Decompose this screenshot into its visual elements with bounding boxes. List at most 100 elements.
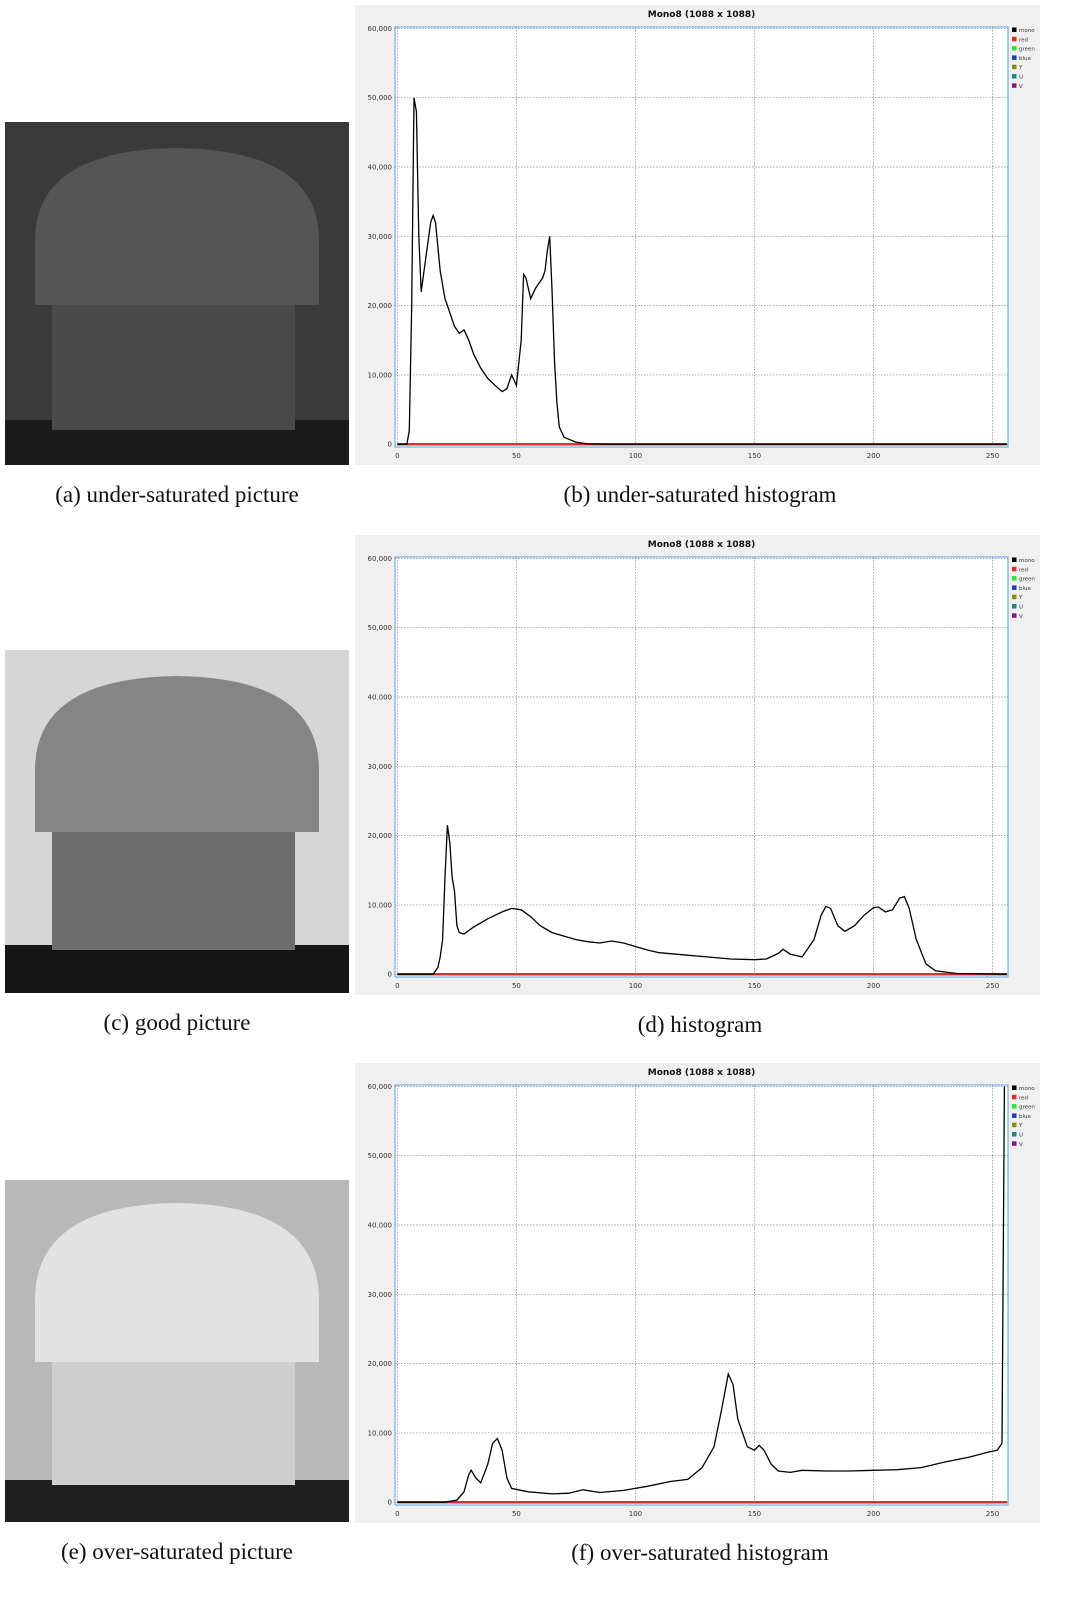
legend-swatch xyxy=(1012,74,1017,79)
legend-swatch xyxy=(1012,1104,1017,1109)
legend-swatch xyxy=(1012,1085,1017,1090)
legend-label: Y xyxy=(1018,1123,1023,1129)
histogram-line xyxy=(397,825,1007,975)
y-tick-label: 10,000 xyxy=(368,371,393,379)
y-tick-label: 0 xyxy=(388,441,392,449)
legend-swatch xyxy=(1012,1141,1017,1146)
legend-label: Y xyxy=(1018,595,1023,601)
legend-label: V xyxy=(1019,614,1023,620)
y-tick-label: 40,000 xyxy=(368,1222,393,1230)
histogram-line xyxy=(397,1086,1006,1503)
chart-title: Mono8 (1088 x 1088) xyxy=(648,1068,756,1078)
legend-swatch xyxy=(1012,566,1017,572)
picture-a xyxy=(5,122,349,465)
x-tick-label: 0 xyxy=(395,1510,399,1518)
legend-label: V xyxy=(1019,1142,1023,1148)
chart-title: Mono8 (1088 x 1088) xyxy=(648,540,756,550)
y-tick-label: 0 xyxy=(388,971,392,979)
legend-label: V xyxy=(1019,84,1023,90)
y-tick-label: 10,000 xyxy=(368,1429,393,1437)
y-tick-label: 60,000 xyxy=(368,1083,393,1091)
picture-caption: (a) under-saturated picture xyxy=(55,482,298,507)
legend-swatch xyxy=(1012,576,1017,581)
x-tick-label: 50 xyxy=(512,452,521,460)
legend-swatch xyxy=(1012,557,1017,562)
y-tick-label: 40,000 xyxy=(368,164,393,172)
x-tick-label: 250 xyxy=(986,452,999,460)
picture-caption: (e) over-saturated picture xyxy=(61,1539,293,1564)
chart-title: Mono8 (1088 x 1088) xyxy=(648,10,756,20)
x-tick-label: 200 xyxy=(867,1510,880,1518)
x-tick-label: 200 xyxy=(867,452,880,460)
y-tick-label: 0 xyxy=(388,1499,392,1507)
legend-label: red xyxy=(1019,1095,1028,1101)
legend-swatch xyxy=(1012,1132,1017,1137)
legend-swatch xyxy=(1012,1094,1017,1100)
legend-swatch xyxy=(1012,36,1017,42)
legend-label: mono xyxy=(1019,1086,1035,1092)
y-tick-label: 50,000 xyxy=(368,1152,393,1160)
legend-swatch xyxy=(1012,1113,1017,1118)
y-tick-label: 40,000 xyxy=(368,694,393,702)
legend-swatch xyxy=(1012,585,1017,590)
plot-area xyxy=(394,556,1009,978)
x-tick-label: 250 xyxy=(986,982,999,990)
legend-swatch xyxy=(1012,613,1017,618)
legend-swatch xyxy=(1012,83,1017,88)
plot-area xyxy=(394,26,1009,448)
y-tick-label: 50,000 xyxy=(368,624,393,632)
chart-caption: (b) under-saturated histogram xyxy=(564,482,837,507)
legend-label: U xyxy=(1019,75,1023,81)
y-tick-label: 20,000 xyxy=(368,1360,393,1368)
legend-swatch xyxy=(1012,55,1017,60)
legend-label: U xyxy=(1019,605,1023,611)
plot-area xyxy=(394,1084,1009,1506)
x-tick-label: 50 xyxy=(512,982,521,990)
legend-swatch xyxy=(1012,27,1017,32)
picture-e xyxy=(5,1180,349,1522)
legend-label: red xyxy=(1019,37,1028,43)
legend-label: mono xyxy=(1019,28,1035,34)
x-tick-label: 150 xyxy=(748,1510,761,1518)
picture-c xyxy=(5,650,349,993)
y-tick-label: 20,000 xyxy=(368,302,393,310)
x-tick-label: 50 xyxy=(512,1510,521,1518)
chart-caption: (f) over-saturated histogram xyxy=(571,1540,829,1565)
legend-label: blue xyxy=(1019,1114,1032,1120)
legend-label: blue xyxy=(1019,56,1032,62)
x-tick-label: 200 xyxy=(867,982,880,990)
y-tick-label: 60,000 xyxy=(368,555,393,563)
legend-label: mono xyxy=(1019,558,1035,564)
legend-label: U xyxy=(1019,1133,1023,1139)
legend-label: Y xyxy=(1018,65,1023,71)
legend-label: blue xyxy=(1019,586,1032,592)
y-tick-label: 30,000 xyxy=(368,1291,393,1299)
y-tick-label: 30,000 xyxy=(368,763,393,771)
x-tick-label: 100 xyxy=(629,452,642,460)
x-tick-label: 150 xyxy=(748,982,761,990)
chart-caption: (d) histogram xyxy=(638,1012,763,1037)
x-tick-label: 250 xyxy=(986,1510,999,1518)
y-tick-label: 30,000 xyxy=(368,233,393,241)
legend-label: red xyxy=(1019,567,1028,573)
legend-swatch xyxy=(1012,594,1017,600)
legend-swatch xyxy=(1012,604,1017,609)
legend-swatch xyxy=(1012,64,1017,70)
y-tick-label: 60,000 xyxy=(368,25,393,33)
x-tick-label: 0 xyxy=(395,982,399,990)
y-tick-label: 50,000 xyxy=(368,94,393,102)
y-tick-label: 20,000 xyxy=(368,832,393,840)
picture-caption: (c) good picture xyxy=(104,1010,251,1035)
x-tick-label: 150 xyxy=(748,452,761,460)
x-tick-label: 0 xyxy=(395,452,399,460)
legend-label: green xyxy=(1019,47,1035,53)
legend-label: green xyxy=(1019,577,1035,583)
y-tick-label: 10,000 xyxy=(368,901,393,909)
histogram-line xyxy=(397,97,1007,445)
legend-swatch xyxy=(1012,1122,1017,1128)
legend-label: green xyxy=(1019,1105,1035,1111)
legend-swatch xyxy=(1012,46,1017,51)
x-tick-label: 100 xyxy=(629,982,642,990)
x-tick-label: 100 xyxy=(629,1510,642,1518)
